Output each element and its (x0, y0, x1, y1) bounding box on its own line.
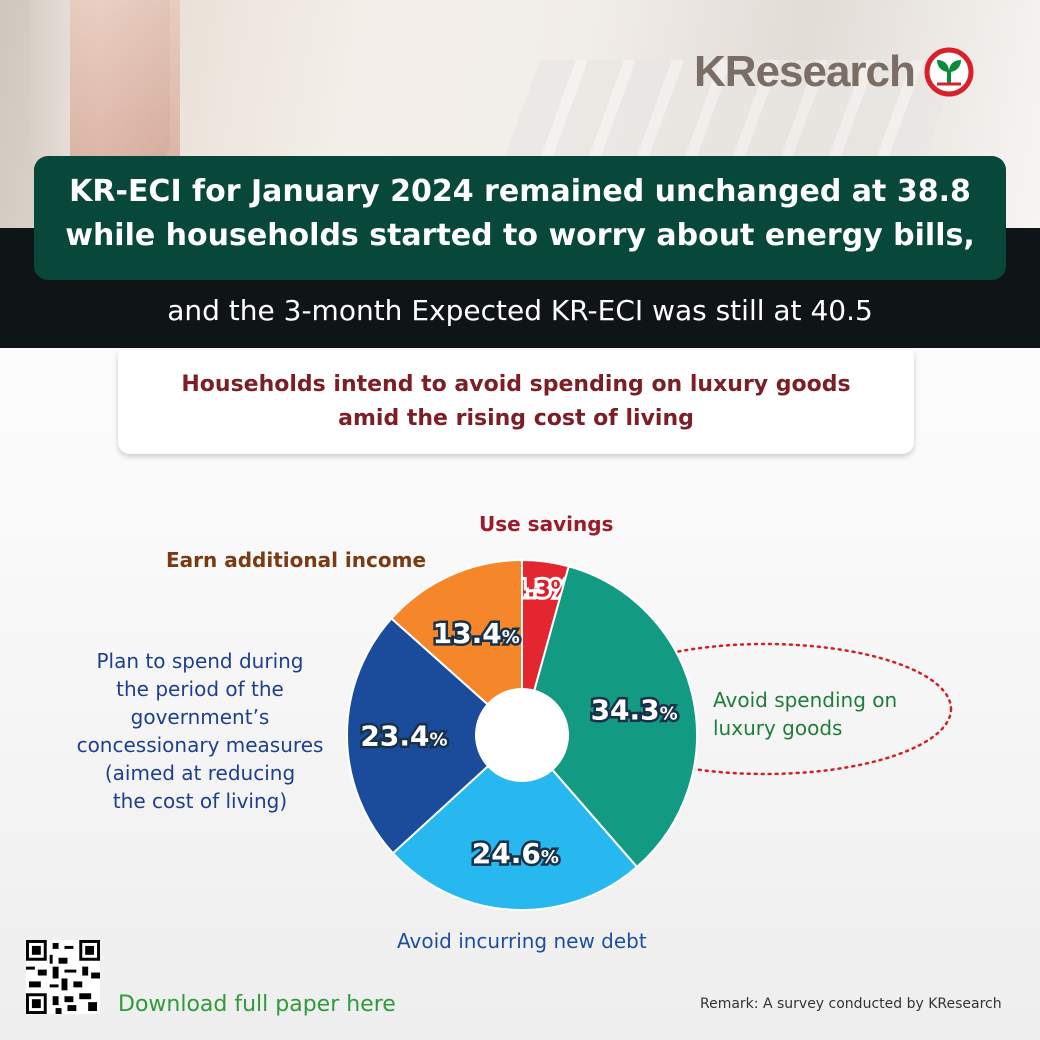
slice-avoid-debt (391, 733, 639, 911)
plan-line-2: the period of the (116, 677, 284, 701)
banknote-image (70, 0, 180, 160)
plan-line-5: (aimed at reducing (104, 761, 296, 785)
plan-line-6: the cost of living) (112, 789, 288, 813)
value-label-avoid-luxury: 34.3% (591, 694, 678, 727)
plan-line-1: Plan to spend during (96, 649, 304, 673)
highlight-ellipse (577, 642, 953, 776)
label-avoid-luxury: Avoid spending on luxury goods (713, 686, 897, 742)
download-link[interactable]: Download full paper here (118, 992, 396, 1017)
value-label-earn-income: 13.4% (433, 617, 520, 650)
label-use-savings: Use savings (479, 512, 614, 536)
donut-hole (475, 688, 569, 782)
plan-line-4: concessionary measures (76, 733, 324, 757)
avoid-luxury-line-2: luxury goods (713, 716, 843, 740)
value-label-avoid-debt: 24.6% (472, 837, 559, 870)
subtitle-line-2: amid the rising cost of living (338, 406, 694, 431)
label-earn-income: Earn additional income (166, 548, 427, 572)
headline-line-2: while households started to worry about … (65, 218, 975, 253)
label-plan-spend: Plan to spend during the period of the g… (40, 647, 360, 815)
leaf-logo-icon (924, 47, 974, 97)
slice-plan-spend (346, 617, 524, 855)
subtitle-card: Households intend to avoid spending on l… (118, 350, 914, 454)
kresearch-logo: KResearch (694, 46, 975, 98)
value-label-plan-spend: 23.4% (360, 720, 447, 753)
headline-line-1: KR-ECI for January 2024 remained unchang… (69, 174, 971, 209)
avoid-luxury-line-1: Avoid spending on (713, 688, 898, 712)
plan-line-3: government’s (130, 705, 270, 729)
slice-earn-income (390, 558, 523, 738)
headline-line-3: and the 3-month Expected KR-ECI was stil… (167, 294, 873, 327)
slice-avoid-luxury (520, 565, 698, 869)
logo-text: KResearch (694, 47, 916, 96)
subtitle-line-1: Households intend to avoid spending on l… (181, 372, 851, 397)
headline-box: KR-ECI for January 2024 remained unchang… (34, 156, 1006, 280)
qr-code-icon[interactable] (26, 940, 100, 1014)
label-avoid-debt: Avoid incurring new debt (397, 929, 647, 953)
remark-text: Remark: A survey conducted by KResearch (700, 996, 1002, 1012)
